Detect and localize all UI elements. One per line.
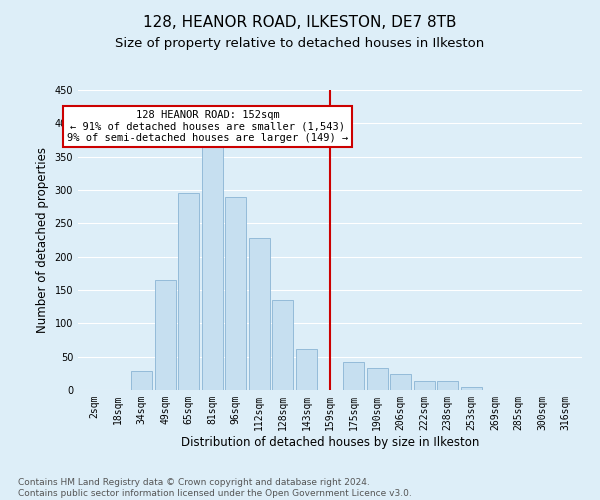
Bar	[131, 372, 152, 390]
Bar	[202, 144, 223, 390]
Text: 128, HEANOR ROAD, ILKESTON, DE7 8TB: 128, HEANOR ROAD, ILKESTON, DE7 8TB	[143, 15, 457, 30]
Bar	[249, 238, 270, 390]
Text: Contains HM Land Registry data © Crown copyright and database right 2024.
Contai: Contains HM Land Registry data © Crown c…	[18, 478, 412, 498]
X-axis label: Distribution of detached houses by size in Ilkeston: Distribution of detached houses by size …	[181, 436, 479, 448]
Bar	[390, 374, 411, 390]
Text: Size of property relative to detached houses in Ilkeston: Size of property relative to detached ho…	[115, 38, 485, 51]
Bar	[343, 362, 364, 390]
Bar	[367, 368, 388, 390]
Bar	[155, 280, 176, 390]
Bar	[178, 194, 199, 390]
Y-axis label: Number of detached properties: Number of detached properties	[36, 147, 49, 333]
Bar	[272, 300, 293, 390]
Text: 128 HEANOR ROAD: 152sqm
← 91% of detached houses are smaller (1,543)
9% of semi-: 128 HEANOR ROAD: 152sqm ← 91% of detache…	[67, 110, 348, 143]
Bar	[296, 348, 317, 390]
Bar	[225, 198, 247, 390]
Bar	[413, 380, 435, 390]
Bar	[461, 386, 482, 390]
Bar	[437, 382, 458, 390]
